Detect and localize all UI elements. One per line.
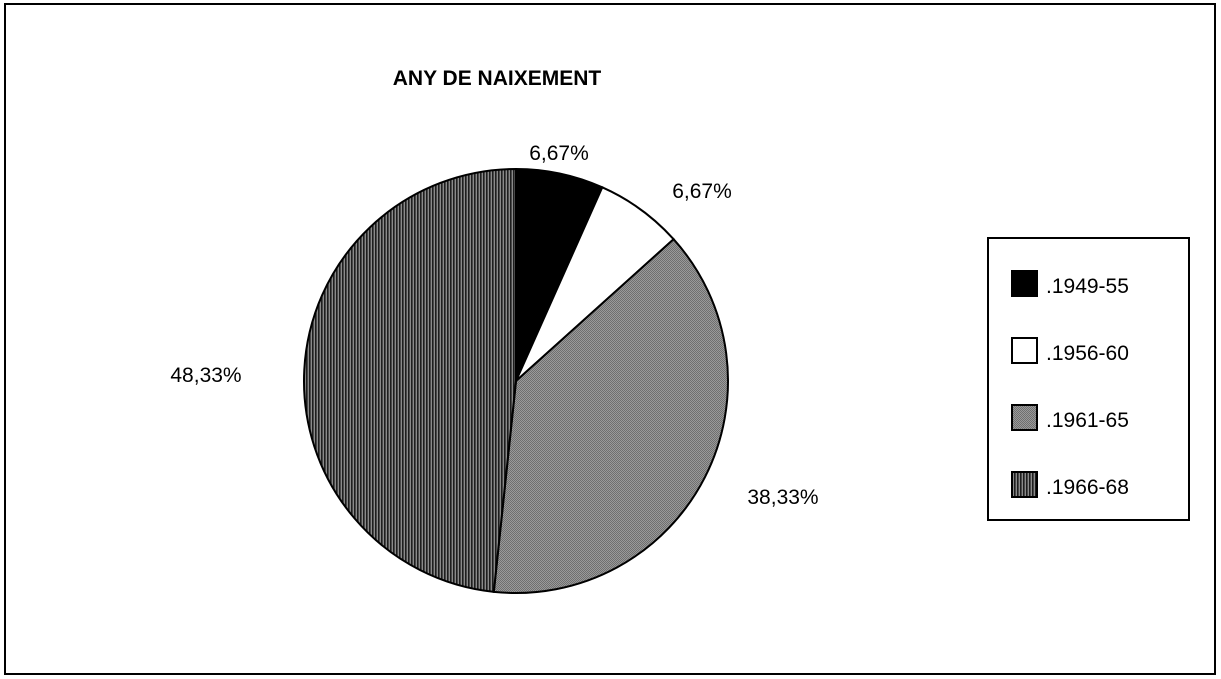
pie-slice-1961-65	[492, 237, 729, 594]
legend-swatch-1956-60	[1011, 337, 1038, 364]
legend-swatch-1949-55	[1011, 270, 1038, 297]
legend-label-1956-60: .1956-60	[1046, 342, 1129, 365]
pie-slices	[303, 167, 729, 594]
legend-swatch-1961-65	[1011, 404, 1038, 431]
pie-label-1956-60: 6,67%	[672, 180, 732, 203]
pie-percentage-labels: 6,67% 6,67% 38,33% 48,33%	[170, 142, 818, 509]
legend-label-1961-65: .1961-65	[1046, 409, 1129, 432]
pie-label-1949-55: 6,67%	[529, 142, 589, 165]
pie-slice-1966-68	[303, 167, 517, 593]
chart-title: ANY DE NAIXEMENT	[393, 67, 602, 90]
pie-label-1966-68: 48,33%	[170, 364, 241, 387]
legend-swatch-1966-68	[1011, 471, 1038, 498]
legend-label-1949-55: .1949-55	[1046, 275, 1129, 298]
pie-label-1961-65: 38,33%	[747, 486, 818, 509]
legend-label-1966-68: .1966-68	[1046, 476, 1129, 499]
legend: .1949-55 .1956-60 .1961-65 .1966-68	[987, 237, 1190, 521]
